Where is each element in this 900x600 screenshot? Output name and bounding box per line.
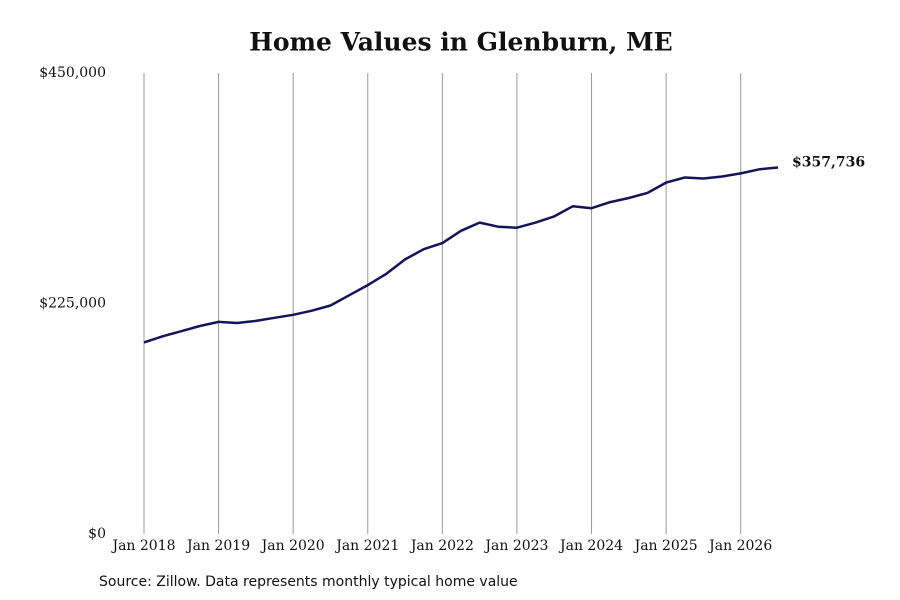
- x-tick-label: Jan 2021: [334, 538, 399, 554]
- x-tick-label: Jan 2023: [483, 538, 548, 554]
- chart-title: Home Values in Glenburn, ME: [249, 28, 672, 57]
- value-label: $357,736: [792, 155, 865, 171]
- x-tick-label: Jan 2025: [633, 538, 698, 554]
- x-tick-label: Jan 2024: [558, 538, 623, 554]
- x-tick-label: Jan 2019: [185, 538, 250, 554]
- x-tick-label: Jan 2022: [409, 538, 474, 554]
- y-tick-label: $0: [88, 526, 106, 542]
- y-tick-label: $225,000: [39, 296, 106, 312]
- x-tick-label: Jan 2020: [260, 538, 325, 554]
- y-tick-label: $450,000: [39, 65, 106, 81]
- source-note: Source: Zillow. Data represents monthly …: [99, 574, 518, 590]
- line: [143, 166, 779, 344]
- x-tick-label: Jan 2026: [707, 538, 772, 554]
- x-tick-label: Jan 2018: [110, 538, 175, 554]
